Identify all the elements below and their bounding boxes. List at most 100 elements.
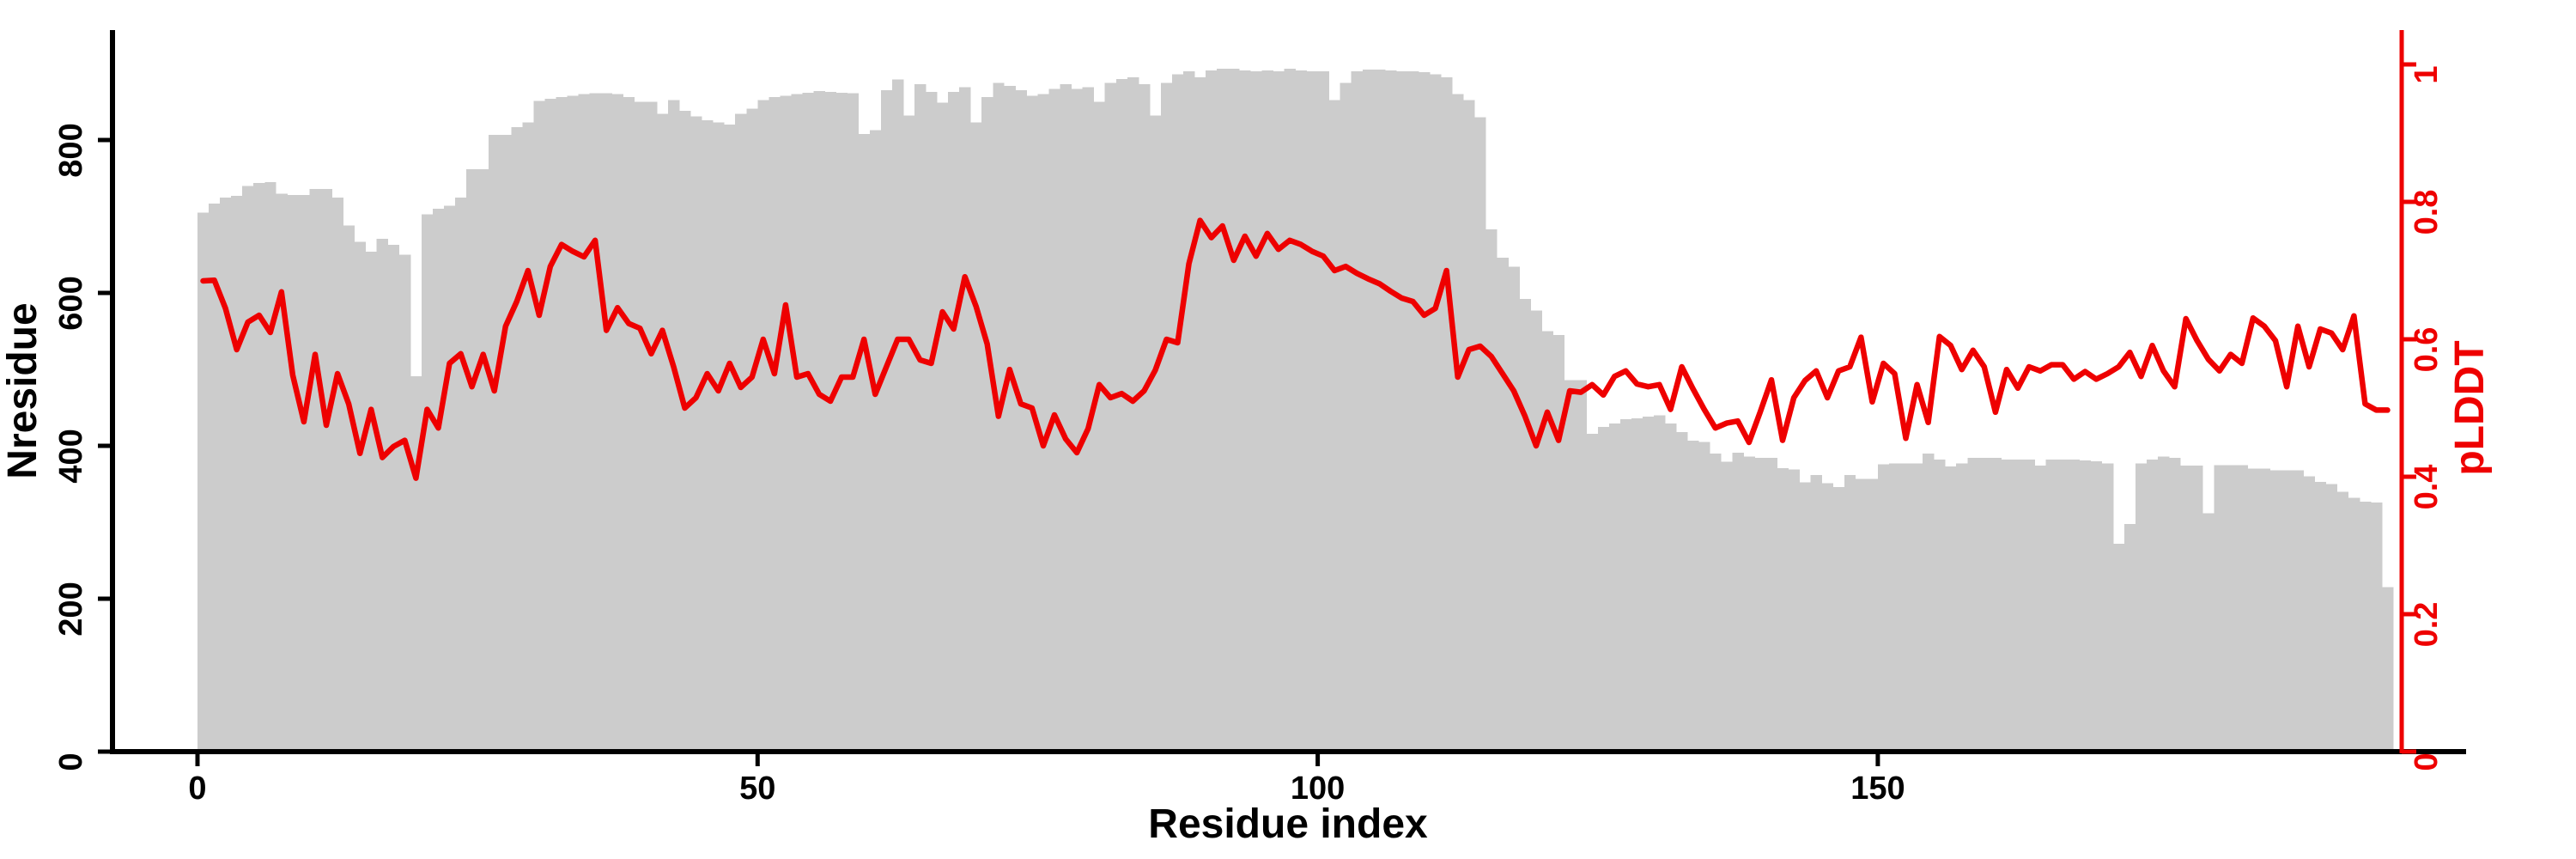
bar-residue-41 (656, 113, 669, 752)
bar-residue-4 (242, 186, 254, 752)
bar-residue-34 (578, 94, 591, 752)
bar-residue-97 (1284, 69, 1296, 752)
bar-residue-58 (847, 93, 860, 752)
bar-residue-152 (1899, 463, 1912, 752)
y-axis-right-title: pLDDT (2447, 340, 2493, 475)
bar-residue-137 (1732, 453, 1744, 752)
bar-residue-75 (1037, 94, 1049, 752)
bar-residue-163 (2023, 460, 2035, 752)
bar-residue-103 (1351, 70, 1364, 752)
bar-residue-132 (1676, 431, 1688, 752)
bar-residue-99 (1306, 70, 1318, 752)
bar-residue-60 (869, 130, 882, 752)
bar-residue-124 (1586, 433, 1599, 752)
plddt-line-series (200, 217, 2391, 481)
bar-residue-70 (981, 97, 993, 752)
bar-residue-184 (2258, 468, 2270, 752)
bar-residue-157 (1956, 463, 1968, 752)
bar-residue-123 (1575, 380, 1588, 752)
bar-residue-111 (1441, 77, 1453, 752)
bar-residue-126 (1608, 423, 1621, 752)
bar-residue-43 (678, 111, 691, 752)
x-tick-150-label: 150 (1850, 771, 1905, 807)
bar-residue-2 (220, 197, 232, 752)
bar-residue-104 (1362, 70, 1375, 752)
bar-residue-107 (1395, 70, 1408, 752)
bar-residue-194 (2370, 502, 2383, 752)
bar-residue-16 (376, 238, 389, 752)
bar-residue-22 (444, 205, 456, 752)
bar-residue-20 (421, 214, 434, 752)
bar-residue-148 (1855, 478, 1868, 752)
bar-residue-18 (398, 254, 411, 752)
bar-residue-176 (2169, 458, 2181, 752)
bar-residue-183 (2247, 468, 2259, 752)
bar-residue-1 (209, 203, 221, 752)
bar-residue-171 (2112, 543, 2125, 752)
bar-residue-12 (331, 197, 343, 752)
bar-residue-46 (713, 122, 725, 752)
bar-residue-14 (354, 241, 367, 752)
bar-residue-27 (500, 134, 512, 752)
y-axis-right-ticks: 0 0.2 0.4 0.6 0.8 1 (2402, 62, 2445, 771)
bar-residue-105 (1373, 70, 1386, 752)
bar-residue-65 (925, 91, 938, 752)
bar-residue-54 (802, 92, 814, 752)
bar-residue-177 (2180, 466, 2192, 752)
bar-residue-181 (2225, 465, 2237, 752)
bar-residue-141 (1777, 467, 1789, 752)
bar-residue-35 (589, 93, 602, 752)
bar-residue-9 (298, 195, 310, 752)
bar-residue-59 (858, 133, 871, 752)
bar-residue-28 (511, 126, 523, 752)
bar-residue-162 (2012, 460, 2024, 752)
bar-residue-73 (1015, 90, 1027, 752)
y-right-tick-0-label: 0 (2409, 752, 2445, 771)
bar-residue-138 (1743, 456, 1755, 752)
y-left-tick-400-label: 400 (53, 429, 89, 483)
bar-residue-30 (533, 101, 545, 752)
bar-residue-149 (1866, 478, 1879, 752)
bar-residue-37 (611, 94, 624, 752)
bar-residue-86 (1160, 82, 1173, 752)
bar-residue-186 (2281, 470, 2293, 752)
bar-residue-39 (634, 101, 647, 752)
bar-residue-36 (600, 93, 613, 752)
bar-residue-50 (757, 100, 769, 752)
bar-residue-180 (2214, 465, 2226, 752)
bar-residue-193 (2359, 501, 2372, 752)
y-right-tick-0.2-label: 0.2 (2409, 602, 2445, 648)
bar-residue-102 (1340, 82, 1352, 752)
bar-residue-68 (959, 87, 971, 752)
y-axis-left-ticks: 0 200 400 600 800 (53, 123, 112, 771)
bar-residue-42 (667, 100, 680, 752)
bar-residue-113 (1463, 100, 1475, 752)
bar-residue-147 (1844, 474, 1856, 752)
bar-residue-82 (1115, 78, 1128, 752)
bar-residue-131 (1665, 423, 1677, 752)
bar-residue-84 (1138, 84, 1151, 752)
bar-residue-154 (1923, 453, 1935, 752)
bar-residue-120 (1541, 331, 1553, 752)
bar-residue-6 (264, 181, 276, 752)
bar-residue-109 (1419, 71, 1431, 752)
bar-residue-116 (1497, 258, 1509, 752)
y-right-tick-0.6-label: 0.6 (2409, 327, 2445, 373)
bar-residue-32 (556, 97, 568, 752)
bar-residue-145 (1821, 483, 1834, 752)
bar-residue-88 (1183, 70, 1195, 752)
bar-residue-21 (432, 209, 445, 752)
bar-residue-63 (902, 115, 915, 752)
bar-residue-190 (2325, 484, 2338, 752)
bar-residue-119 (1530, 310, 1542, 752)
bar-residue-48 (735, 113, 747, 752)
x-tick-100-label: 100 (1291, 771, 1345, 807)
bar-residue-101 (1328, 100, 1341, 752)
bar-residue-112 (1452, 94, 1464, 752)
bar-residue-5 (253, 182, 265, 752)
y-right-tick-0.8-label: 0.8 (2409, 190, 2445, 235)
bar-residue-17 (387, 244, 400, 752)
bar-residue-114 (1474, 117, 1486, 752)
